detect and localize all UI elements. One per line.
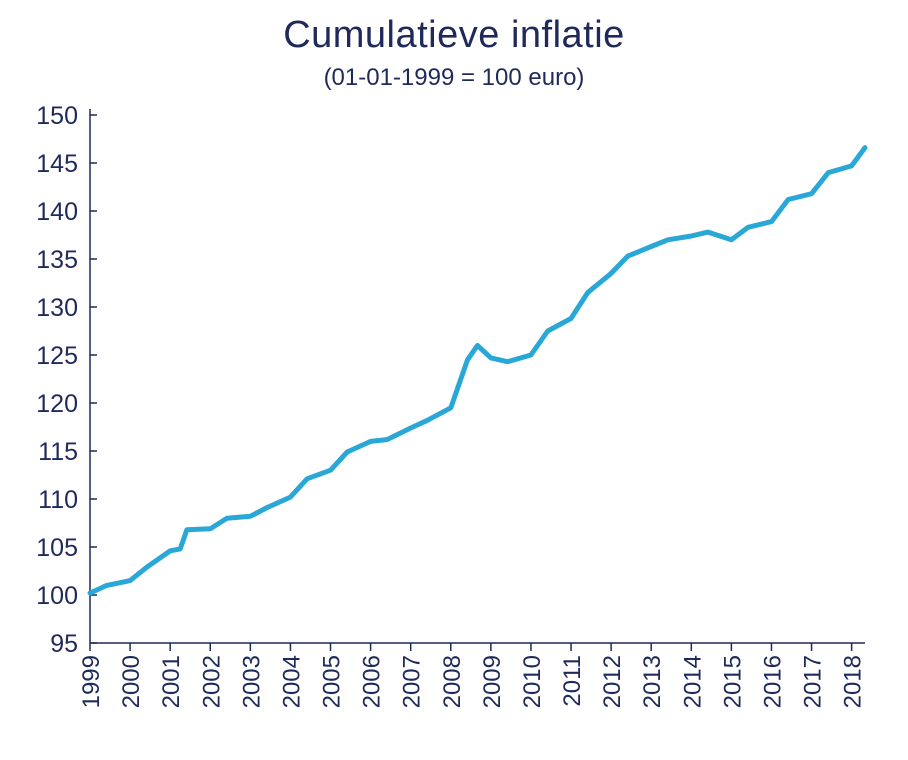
y-tick-label: 130 [36,294,78,322]
x-tick-label: 2009 [479,655,506,708]
x-tick-label: 2005 [319,655,346,708]
y-tick-label: 140 [36,198,78,226]
x-tick-label: 2010 [519,655,546,708]
y-axis: 95 100 105 110 115 120 125 130 135 140 145 150 [36,102,97,658]
x-tick-label: 2003 [238,655,265,708]
x-tick-label: 2001 [158,655,185,708]
y-tick-label: 95 [50,630,78,658]
x-tick-label: 2007 [399,655,426,708]
y-tick-label: 120 [36,390,78,418]
series-line [87,145,868,596]
x-tick-label: 1999 [78,655,105,708]
x-tick-label: 2012 [599,655,626,708]
x-tick-label: 2017 [800,655,827,708]
y-tick-label: 145 [36,150,78,178]
y-tick-label: 125 [36,342,78,370]
y-tick-label: 100 [36,582,78,610]
x-tick-label: 2014 [679,655,706,708]
x-axis: 1999 2000 2001 2002 2003 2004 2005 2006 2007 2008… [78,642,867,708]
x-tick-label: 2011 [559,655,586,707]
chart-subtitle: (01-01-1999 = 100 euro) [323,64,585,91]
x-tick-label: 2002 [198,655,225,708]
y-tick-label: 110 [38,486,78,514]
y-tick-label: 115 [38,438,78,466]
x-tick-label: 2015 [719,655,746,708]
x-tick-label: 2004 [278,655,305,708]
x-tick-label: 2006 [359,655,386,708]
x-tick-label: 2008 [439,655,466,708]
series-layer [87,145,868,596]
y-tick-label: 105 [36,534,78,562]
x-tick-label: 2018 [840,655,867,708]
y-tick-label: 135 [36,246,78,274]
x-tick-label: 2013 [639,655,666,708]
y-tick-label: 150 [36,102,78,130]
x-tick-label: 2016 [759,655,786,708]
x-tick-label: 2000 [118,655,145,708]
chart-title: Cumulatieve inflatie [283,14,625,56]
